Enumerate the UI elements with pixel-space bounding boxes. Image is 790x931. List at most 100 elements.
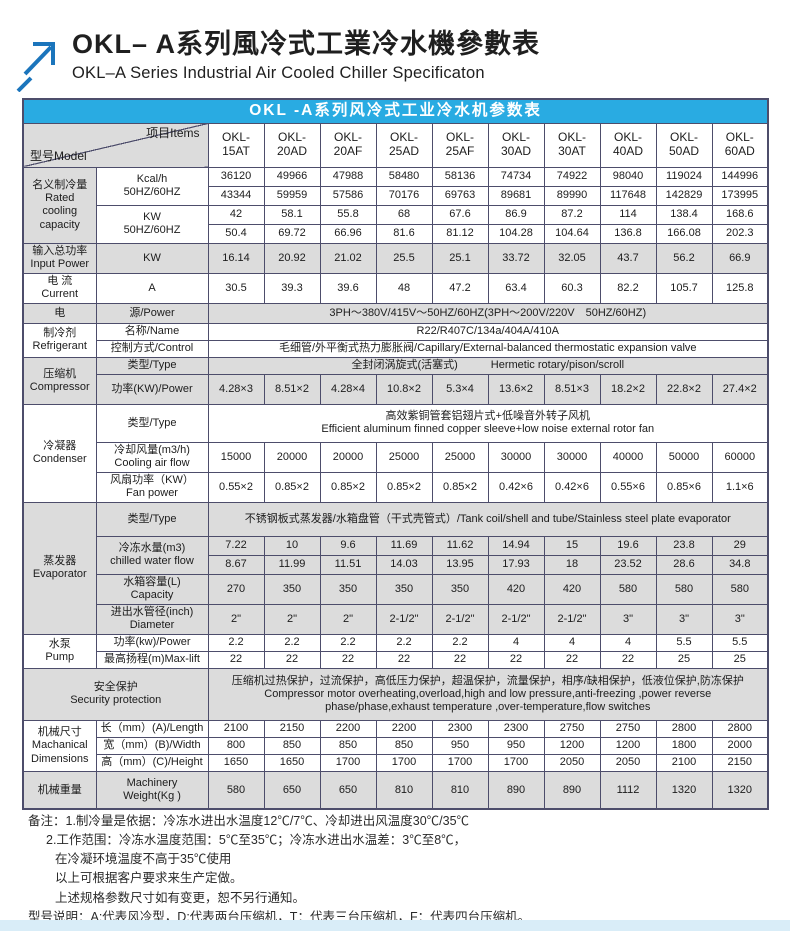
value-cell: 138.4 (655, 204, 713, 225)
power-supply-value: 3PH～380V/415V～50HZ/60HZ(3PH～200V/220V 50… (207, 302, 769, 324)
value-cell: 950 (487, 736, 545, 755)
model-header-cell: OKL- 30AD (487, 122, 545, 168)
value-cell: 580 (599, 573, 657, 605)
section-label-pump: 水泵 Pump (22, 633, 97, 669)
section-label-dimensions: 机械尺寸 Machanical Dimensions (22, 719, 97, 772)
value-cell: 22 (263, 650, 321, 669)
value-cell: 47.2 (431, 272, 489, 304)
value-cell: 0.85×2 (375, 471, 433, 503)
value-cell: 650 (319, 770, 377, 810)
page-title-zh: OKL– A系列風冷式工業冷水機參數表 (72, 29, 541, 59)
value-cell: 420 (487, 573, 545, 605)
section-label-evaporator: 蒸发器 Evaporator (22, 501, 97, 635)
value-cell: 15 (543, 535, 601, 556)
value-cell: 1.1×6 (711, 471, 769, 503)
value-cell: 39.6 (319, 272, 377, 304)
item-label-height: 高（mm）(C)/Height (95, 753, 209, 772)
value-cell: 119024 (655, 166, 713, 187)
value-cell: 350 (375, 573, 433, 605)
row-kcal-60hz: 43344 59959 57586 70176 69763 89681 89990 11764… (23, 185, 769, 206)
value-cell: 30000 (543, 441, 601, 473)
value-cell: 580 (711, 573, 769, 605)
value-cell: 2200 (319, 719, 377, 738)
value-cell: 2" (207, 603, 265, 635)
value-cell: 74922 (543, 166, 601, 187)
item-label-chilled-water-flow: 冷冻水量(m3) chilled water flow (95, 535, 209, 575)
value-cell: 810 (375, 770, 433, 810)
value-cell: 168.6 (711, 204, 769, 225)
note-line: 上述规格参数尺寸如有变更，恕不另行通知。 (55, 890, 306, 905)
value-cell: 81.12 (431, 223, 489, 244)
value-cell: 2800 (711, 719, 769, 738)
value-cell: 4.28×3 (207, 373, 265, 405)
value-cell: 20.92 (263, 242, 321, 274)
value-cell: 2300 (431, 719, 489, 738)
value-cell: 14.94 (487, 535, 545, 556)
value-cell: 3" (655, 603, 713, 635)
row-width: 宽（mm）(B)/Width 800 850 850 850 950 950 1200 120… (23, 736, 769, 755)
value-cell: 50.4 (207, 223, 265, 244)
value-cell: 11.51 (319, 554, 377, 575)
model-header-cell: OKL- 25AF (431, 122, 489, 168)
section-label-security: 安全保护 Security protection (22, 667, 209, 721)
value-cell: 40000 (599, 441, 657, 473)
value-cell: 1200 (599, 736, 657, 755)
value-cell: 2-1/2" (543, 603, 601, 635)
row-kcal-50hz: 名义制冷量 Rated cooling capacity Kcal/h 50HZ… (22, 166, 769, 244)
value-cell: 2" (263, 603, 321, 635)
value-cell: 25 (711, 650, 769, 669)
value-cell: 2" (319, 603, 377, 635)
value-cell: 25.1 (431, 242, 489, 274)
value-cell: 2750 (599, 719, 657, 738)
value-cell: 2.2 (207, 633, 265, 652)
value-cell: 202.3 (711, 223, 769, 244)
section-label-rated-capacity: 名义制冷量 Rated cooling capacity (22, 166, 97, 244)
model-axis-label: 型号Model (30, 149, 87, 164)
value-cell: 89681 (487, 185, 545, 206)
value-cell: 4 (487, 633, 545, 652)
notes-block: 备注：1.制冷量是依据：冷冻水进出水温度12℃/7℃、冷却进出风温度30℃/35… (28, 812, 530, 931)
section-label-condenser: 冷凝器 Condenser (22, 403, 97, 503)
item-label-machinery-weight: Machinery Weight(Kg ) (95, 770, 209, 810)
condenser-type-value: 高效紫铜管套铝翅片式+低噪音外转子风机 Efficient aluminum f… (207, 403, 769, 443)
value-cell: 58.1 (263, 204, 321, 225)
value-cell: 125.8 (711, 272, 769, 304)
item-label-current-a: A (95, 272, 209, 304)
model-header-cell: OKL- 20AF (319, 122, 377, 168)
value-cell: 32.05 (543, 242, 601, 274)
row-current: 电 流 Current A 30.5 39.3 39.6 48 47.2 63.4 60.3… (22, 272, 769, 304)
value-cell: 0.42×6 (487, 471, 545, 503)
model-header-cell: OKL- 30AT (543, 122, 601, 168)
value-cell: 13.95 (431, 554, 489, 575)
value-cell: 48 (375, 272, 433, 304)
page-header: OKL– A系列風冷式工業冷水機參數表 OKL–A Series Industr… (16, 29, 541, 92)
value-cell: 1700 (375, 753, 433, 772)
value-cell: 19.6 (599, 535, 657, 556)
value-cell: 67.6 (431, 204, 489, 225)
section-label-compressor: 压缩机 Compressor (22, 356, 97, 405)
item-label-length: 长（mm）(A)/Length (95, 719, 209, 738)
value-cell: 89990 (543, 185, 601, 206)
value-cell: 22 (431, 650, 489, 669)
item-label-pipe-diameter: 进出水管径(inch) Diameter (95, 603, 209, 635)
value-cell: 8.67 (207, 554, 265, 575)
model-header-cell: OKL- 50AD (655, 122, 713, 168)
spec-table: OKL -A系列风冷式工业冷水机参数表 型号Model 项目Items OKL-… (22, 98, 770, 811)
value-cell: 42 (207, 204, 265, 225)
arrow-logo-icon (16, 42, 55, 92)
value-cell: 30000 (487, 441, 545, 473)
value-cell: 173995 (711, 185, 769, 206)
value-cell: 2100 (655, 753, 713, 772)
value-cell: 950 (431, 736, 489, 755)
value-cell: 39.3 (263, 272, 321, 304)
item-label-pump-power: 功率(kw)/Power (95, 633, 209, 652)
row-height: 高（mm）(C)/Height 1650 1650 1700 1700 1700 1700… (23, 753, 769, 772)
value-cell: 22.8×2 (655, 373, 713, 405)
value-cell: 2800 (655, 719, 713, 738)
value-cell: 105.7 (655, 272, 713, 304)
value-cell: 580 (207, 770, 265, 810)
value-cell: 5.3×4 (431, 373, 489, 405)
value-cell: 2050 (543, 753, 601, 772)
value-cell: 66.96 (319, 223, 377, 244)
value-cell: 70176 (375, 185, 433, 206)
